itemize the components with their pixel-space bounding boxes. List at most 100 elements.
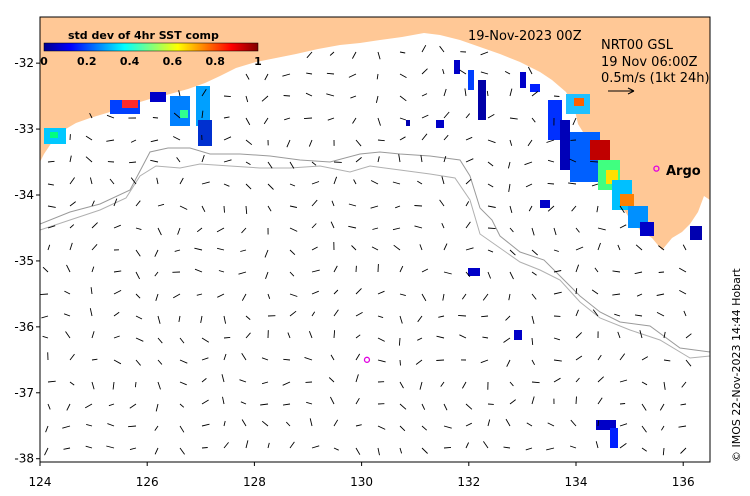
current-arrow	[619, 205, 625, 213]
current-arrow	[130, 139, 137, 143]
current-arrow	[662, 447, 665, 456]
current-arrow	[459, 69, 467, 75]
current-arrow	[327, 117, 335, 121]
current-arrow	[443, 403, 448, 411]
current-arrow	[663, 359, 671, 362]
current-arrow	[680, 403, 687, 406]
current-arrow	[487, 419, 491, 427]
current-arrow	[656, 293, 665, 296]
current-arrow	[465, 136, 473, 141]
current-arrow	[178, 315, 181, 322]
current-arrow	[245, 205, 248, 214]
current-arrow	[370, 180, 379, 185]
current-arrow	[333, 289, 339, 295]
current-arrow	[284, 117, 291, 121]
current-arrow	[415, 359, 423, 365]
current-arrow	[135, 271, 140, 280]
current-arrow	[417, 180, 423, 185]
current-arrow	[524, 161, 533, 166]
current-arrow	[352, 51, 357, 59]
current-arrow	[570, 419, 577, 427]
current-arrow	[420, 155, 423, 163]
credit-text: © IMOS 22-Nov-2023 14:44 Hobart	[730, 268, 743, 462]
current-arrow	[150, 159, 159, 163]
current-arrow	[157, 203, 165, 207]
current-arrow	[465, 442, 470, 449]
current-arrow	[245, 117, 251, 126]
current-arrow	[553, 291, 562, 295]
current-arrow	[309, 418, 313, 427]
current-arrow	[465, 178, 472, 185]
current-arrow	[223, 315, 227, 324]
current-arrow	[45, 425, 49, 433]
current-arrow	[223, 116, 230, 119]
current-arrow	[399, 95, 407, 102]
current-arrow	[482, 336, 489, 339]
current-arrow	[506, 359, 511, 367]
date-label: 19-Nov-2023 00Z	[468, 29, 582, 44]
x-axis: 124 126 128 130 132 134 136	[29, 462, 695, 489]
current-arrow	[436, 335, 445, 339]
current-arrow	[333, 309, 339, 317]
current-arrow	[157, 359, 163, 365]
current-arrow	[417, 337, 423, 341]
current-arrow	[245, 161, 251, 165]
current-arrow	[40, 293, 49, 296]
current-arrow	[311, 269, 320, 273]
current-arrow	[113, 224, 121, 229]
current-arrow	[129, 447, 137, 451]
current-arrow	[597, 420, 600, 427]
current-arrow	[85, 156, 93, 163]
current-arrow	[679, 290, 687, 295]
current-arrow	[113, 335, 120, 339]
current-arrow	[47, 403, 51, 410]
current-arrow	[155, 293, 159, 301]
current-arrow	[264, 249, 269, 258]
current-arrow	[179, 381, 187, 386]
current-arrow	[441, 176, 445, 185]
current-arrow	[527, 66, 533, 75]
current-arrow	[509, 117, 518, 120]
current-arrow	[442, 68, 445, 75]
current-arrow	[355, 424, 362, 427]
current-arrow	[504, 71, 511, 75]
current-arrow	[201, 447, 208, 449]
current-arrow	[154, 447, 159, 455]
current-arrow	[663, 381, 666, 390]
current-arrow	[399, 425, 406, 432]
current-arrow	[63, 447, 71, 450]
current-arrow	[597, 242, 601, 251]
argo-float-marker	[363, 356, 371, 363]
current-arrow	[283, 95, 291, 97]
colorbar-tick-label: 0	[40, 55, 48, 68]
current-arrow	[597, 397, 603, 405]
current-arrow	[509, 227, 514, 233]
current-arrow	[568, 182, 577, 185]
current-arrow	[308, 331, 313, 339]
current-arrow	[155, 403, 159, 412]
current-arrow	[130, 177, 137, 185]
current-arrow	[134, 381, 137, 388]
y-tick-label: -35	[14, 254, 34, 268]
current-arrow	[634, 271, 643, 275]
current-arrow	[465, 422, 472, 427]
current-arrow	[590, 160, 599, 163]
current-arrow	[85, 445, 93, 449]
current-arrow	[683, 310, 687, 317]
argo-floats	[363, 165, 660, 363]
current-arrow	[685, 333, 692, 339]
current-arrow	[503, 446, 511, 449]
current-arrow	[240, 401, 247, 405]
current-arrow	[614, 313, 621, 317]
y-tick-label: -34	[14, 188, 34, 202]
current-arrow	[612, 293, 621, 296]
current-arrow	[261, 381, 269, 385]
x-tick-label: 128	[243, 475, 266, 489]
current-arrow	[172, 136, 181, 141]
current-arrow	[526, 422, 533, 427]
current-arrow	[619, 353, 626, 361]
current-arrow	[487, 205, 496, 208]
current-arrow	[89, 112, 93, 119]
current-arrow	[352, 117, 357, 124]
